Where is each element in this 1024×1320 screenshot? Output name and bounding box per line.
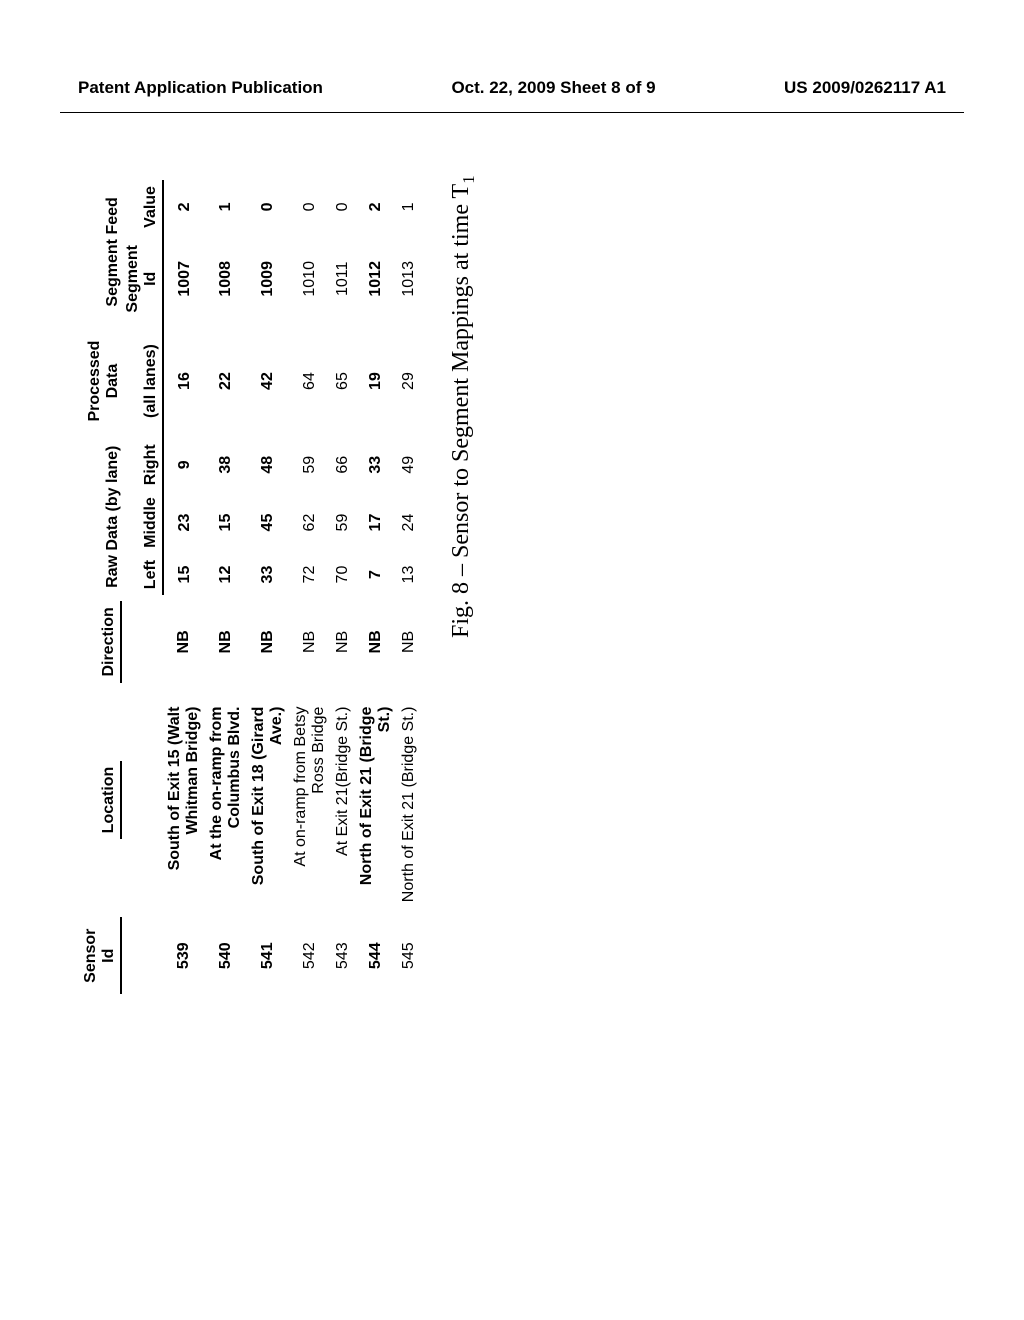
sub-segid: Segment Id [122, 234, 163, 324]
cell: 540 [205, 911, 247, 1000]
cell: NB [247, 595, 289, 688]
cell: 45 [247, 491, 289, 554]
cell: 59 [331, 491, 355, 554]
caption-sub: 1 [459, 175, 478, 183]
cell: NB [397, 595, 421, 688]
cell: 541 [247, 911, 289, 1000]
cell: 2 [355, 180, 397, 234]
cell: At Exit 21(Bridge St.) [331, 689, 355, 912]
col-location: Location [80, 689, 122, 912]
caption-text: Fig. 8 – Sensor to Segment Mappings at t… [448, 184, 474, 638]
sub-header-row: Left Middle Right (all lanes) Segment Id… [122, 180, 163, 1000]
table-body: 539South of Exit 15 (Walt Whitman Bridge… [163, 180, 421, 1000]
figure-caption: Fig. 8 – Sensor to Segment Mappings at t… [448, 178, 479, 638]
cell: NB [163, 595, 205, 688]
table-row: 539South of Exit 15 (Walt Whitman Bridge… [163, 180, 205, 1000]
cell: At on-ramp from Betsy Ross Bridge [289, 689, 331, 912]
table-row: 545North of Exit 21 (Bridge St.)NB132449… [397, 180, 421, 1000]
cell: 49 [397, 438, 421, 491]
cell: NB [355, 595, 397, 688]
header-left: Patent Application Publication [78, 78, 323, 98]
sub-all: (all lanes) [122, 324, 163, 439]
cell: 33 [247, 554, 289, 595]
cell: 59 [289, 438, 331, 491]
table-row: 542At on-ramp from Betsy Ross BridgeNB72… [289, 180, 331, 1000]
cell: 64 [289, 324, 331, 439]
group-header-row: Sensor Id Location Direction Raw Data (b… [80, 180, 122, 1000]
cell: 38 [205, 438, 247, 491]
cell: 15 [205, 491, 247, 554]
cell: 1013 [397, 234, 421, 324]
col-sensor: Sensor Id [80, 911, 122, 1000]
cell: 16 [163, 324, 205, 439]
cell: 539 [163, 911, 205, 1000]
page: Patent Application Publication Oct. 22, … [0, 0, 1024, 1320]
cell: NB [331, 595, 355, 688]
cell: NB [205, 595, 247, 688]
sensor-table: Sensor Id Location Direction Raw Data (b… [80, 180, 421, 1000]
content-band: Sensor Id Location Direction Raw Data (b… [80, 180, 940, 1000]
cell: 1 [205, 180, 247, 234]
cell: 17 [355, 491, 397, 554]
cell: 1 [397, 180, 421, 234]
cell: North of Exit 21 (Bridge St.) [355, 689, 397, 912]
cell: 12 [205, 554, 247, 595]
cell: 29 [397, 324, 421, 439]
cell: 42 [247, 324, 289, 439]
table-row: 543At Exit 21(Bridge St.)NB7059666510110 [331, 180, 355, 1000]
page-header: Patent Application Publication Oct. 22, … [0, 78, 1024, 98]
header-center: Oct. 22, 2009 Sheet 8 of 9 [451, 78, 655, 98]
cell: 33 [355, 438, 397, 491]
sub-value: Value [122, 180, 163, 234]
cell: 1011 [331, 234, 355, 324]
cell: 24 [397, 491, 421, 554]
cell: 9 [163, 438, 205, 491]
table-head: Sensor Id Location Direction Raw Data (b… [80, 180, 163, 1000]
header-right: US 2009/0262117 A1 [784, 78, 946, 98]
cell: At the on-ramp from Columbus Blvd. [205, 689, 247, 912]
cell: 0 [331, 180, 355, 234]
cell: 15 [163, 554, 205, 595]
cell: 545 [397, 911, 421, 1000]
cell: 23 [163, 491, 205, 554]
cell: South of Exit 15 (Walt Whitman Bridge) [163, 689, 205, 912]
sub-middle: Middle [122, 491, 163, 554]
cell: 1008 [205, 234, 247, 324]
cell: 70 [331, 554, 355, 595]
cell: 542 [289, 911, 331, 1000]
col-raw: Raw Data (by lane) [80, 438, 122, 595]
cell: 0 [247, 180, 289, 234]
cell: 0 [289, 180, 331, 234]
table-row: 541South of Exit 18 (Girard Ave.)NB33454… [247, 180, 289, 1000]
table-row: 544North of Exit 21 (Bridge St.)NB717331… [355, 180, 397, 1000]
col-direction: Direction [80, 595, 122, 688]
cell: 544 [355, 911, 397, 1000]
col-processed: Processed Data [80, 324, 122, 439]
cell: 19 [355, 324, 397, 439]
header-rule [60, 112, 964, 113]
cell: 66 [331, 438, 355, 491]
col-segment: Segment Feed [80, 180, 122, 324]
sub-right: Right [122, 438, 163, 491]
cell: 13 [397, 554, 421, 595]
cell: 1007 [163, 234, 205, 324]
cell: South of Exit 18 (Girard Ave.) [247, 689, 289, 912]
cell: 62 [289, 491, 331, 554]
sub-left: Left [122, 554, 163, 595]
cell: 48 [247, 438, 289, 491]
cell: 1009 [247, 234, 289, 324]
cell: 1012 [355, 234, 397, 324]
cell: 543 [331, 911, 355, 1000]
cell: 65 [331, 324, 355, 439]
cell: NB [289, 595, 331, 688]
cell: 2 [163, 180, 205, 234]
cell: 7 [355, 554, 397, 595]
cell: 72 [289, 554, 331, 595]
table-row: 540At the on-ramp from Columbus Blvd.NB1… [205, 180, 247, 1000]
cell: North of Exit 21 (Bridge St.) [397, 689, 421, 912]
rotated-table-wrapper: Sensor Id Location Direction Raw Data (b… [80, 180, 421, 1000]
cell: 22 [205, 324, 247, 439]
cell: 1010 [289, 234, 331, 324]
